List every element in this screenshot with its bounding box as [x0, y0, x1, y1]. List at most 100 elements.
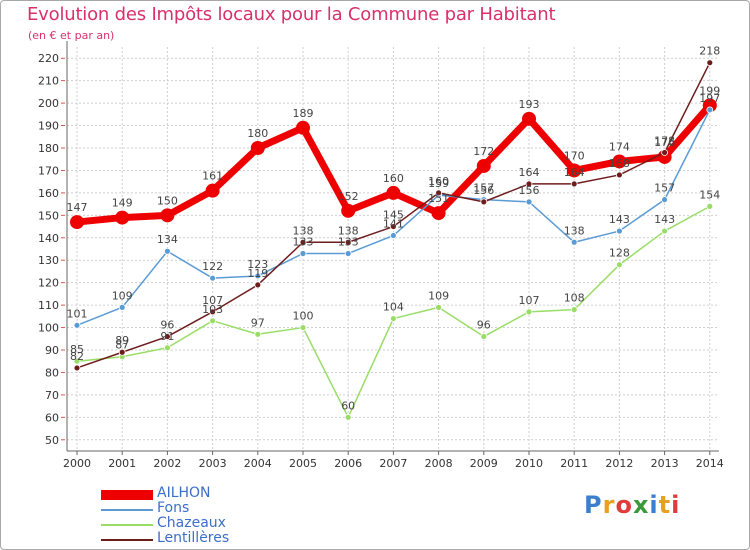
data-point-fons — [661, 196, 668, 204]
data-label-ailhon: 152 — [338, 190, 359, 203]
grid — [67, 47, 719, 451]
data-label-chazeaux: 85 — [70, 343, 84, 356]
x-tick-label: 2004 — [244, 457, 272, 470]
data-point-lentillres — [389, 223, 397, 230]
y-tick-label: 90 — [45, 344, 59, 357]
data-label-chazeaux: 100 — [293, 310, 314, 323]
x-tick-label: 2002 — [153, 457, 181, 470]
data-label-fons: 109 — [112, 289, 133, 302]
data-point-ailhon — [115, 210, 130, 225]
data-label-chazeaux: 107 — [519, 294, 540, 307]
data-label-fons: 141 — [383, 218, 404, 231]
data-point-chazeaux — [389, 315, 397, 322]
data-point-fons — [163, 247, 171, 255]
data-label-fons: 138 — [564, 224, 585, 237]
data-label-ailhon: 161 — [202, 170, 223, 183]
data-label-chazeaux: 104 — [383, 301, 404, 314]
data-point-lentillres — [525, 180, 533, 188]
data-label-fons: 157 — [473, 182, 494, 195]
series — [70, 59, 717, 421]
x-tick-label: 2007 — [379, 457, 407, 470]
data-label-ailhon: 174 — [609, 140, 630, 153]
data-label-lentillres: 96 — [160, 319, 174, 332]
data-point-lentillres — [254, 281, 262, 289]
data-label-lentillres: 156 — [473, 184, 494, 197]
y-tick-label: 190 — [38, 120, 59, 133]
x-tick-label: 2000 — [63, 457, 91, 470]
data-point-fons — [706, 106, 714, 114]
data-point-ailhon — [386, 185, 401, 200]
x-tick-label: 2014 — [696, 457, 724, 470]
data-label-lentillres: 178 — [654, 134, 675, 147]
data-label-lentillres: 164 — [564, 166, 585, 179]
y-tick-label: 140 — [38, 232, 59, 245]
data-label-lentillres: 138 — [338, 224, 359, 237]
x-tick-label: 2012 — [605, 457, 633, 470]
data-label-ailhon: 176 — [654, 136, 675, 149]
data-point-ailhon — [296, 120, 310, 135]
x-tick-label: 2009 — [470, 457, 498, 470]
legend-swatch — [101, 539, 153, 541]
y-tick-label: 160 — [38, 187, 59, 200]
data-label-lentillres: 89 — [115, 334, 129, 347]
y-tick-label: 170 — [38, 164, 59, 177]
data-label-chazeaux: 97 — [251, 316, 265, 329]
data-label-chazeaux: 87 — [115, 339, 129, 352]
y-tick-label: 220 — [38, 52, 59, 65]
data-label-fons: 143 — [609, 213, 630, 226]
data-label-fons: 159 — [428, 177, 449, 190]
data-point-chazeaux — [525, 308, 533, 316]
data-label-fons: 133 — [338, 235, 359, 248]
legend-label: Chazeaux — [157, 515, 226, 531]
data-label-chazeaux: 91 — [160, 330, 174, 343]
y-tick-label: 110 — [38, 299, 59, 312]
axes: 50 60 70 80 90 100 110 120 130 140 150 160 170 180 190… — [38, 41, 724, 470]
logo-letter: r — [602, 491, 616, 519]
data-point-ailhon — [522, 111, 536, 126]
logo-letter: i — [671, 491, 681, 519]
data-label-ailhon: 147 — [67, 201, 88, 214]
data-point-ailhon — [341, 203, 356, 218]
data-point-ailhon — [431, 206, 446, 221]
legend-label: Lentillères — [157, 530, 230, 546]
legend-swatch — [101, 490, 153, 500]
data-point-chazeaux — [299, 324, 307, 331]
y-tick-label: 100 — [38, 322, 59, 335]
data-point-lentillres — [73, 364, 81, 372]
data-point-fons — [73, 321, 81, 329]
legend-swatch — [101, 524, 153, 526]
data-point-lentillres — [118, 348, 126, 356]
y-tick-label: 210 — [38, 75, 59, 88]
data-label-fons: 123 — [247, 258, 268, 271]
proxiti-logo: Proxiti — [584, 491, 680, 519]
logo-letter: o — [615, 491, 633, 519]
logo-letter: P — [584, 491, 603, 519]
data-label-lentillres: 82 — [70, 350, 84, 363]
data-label-fons: 156 — [519, 184, 540, 197]
data-point-fons — [118, 303, 126, 311]
data-point-chazeaux — [480, 333, 488, 340]
data-point-fons — [344, 250, 352, 257]
data-point-ailhon — [205, 183, 220, 198]
y-tick-label: 70 — [45, 389, 59, 402]
legend-label: AILHON — [157, 485, 211, 501]
data-label-fons: 157 — [654, 182, 675, 195]
y-tick-label: 200 — [38, 97, 59, 110]
data-point-chazeaux — [73, 357, 81, 365]
data-point-lentillres — [661, 149, 668, 156]
data-label-chazeaux: 109 — [428, 289, 449, 302]
data-label-chazeaux: 128 — [609, 247, 630, 260]
data-point-chazeaux — [344, 413, 352, 421]
data-point-chazeaux — [254, 330, 262, 338]
y-tick-label: 80 — [45, 366, 59, 379]
data-point-chazeaux — [661, 227, 668, 235]
data-point-fons — [570, 238, 578, 246]
data-label-lentillres: 168 — [609, 157, 630, 170]
data-label-chazeaux: 108 — [564, 292, 585, 305]
data-label-chazeaux: 103 — [202, 303, 223, 316]
data-labels: 147 149 150 161 180 189 152 160 151 172 193 170 174 1… — [67, 45, 721, 413]
data-label-lentillres: 164 — [519, 166, 540, 179]
y-tick-label: 150 — [38, 209, 59, 222]
data-point-fons — [254, 272, 262, 280]
